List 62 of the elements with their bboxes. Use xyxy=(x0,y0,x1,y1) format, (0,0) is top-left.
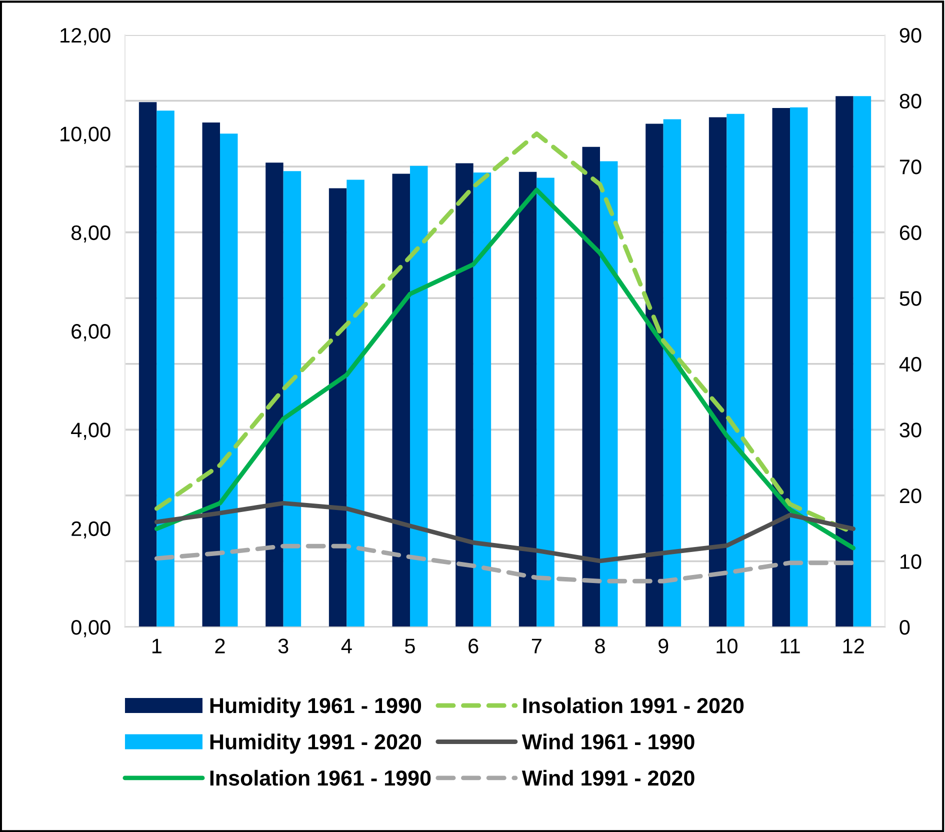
x-tick-label: 1 xyxy=(152,638,162,654)
bar xyxy=(518,172,537,627)
bar xyxy=(220,134,238,627)
bar xyxy=(600,161,618,627)
legend-label: Insolation 1961 - 1990 xyxy=(210,770,431,786)
bar xyxy=(392,174,410,627)
x-tick-label: 3 xyxy=(278,638,288,654)
x-tick-label: 4 xyxy=(341,638,352,654)
bar xyxy=(266,162,284,627)
line-series xyxy=(154,544,856,584)
bar xyxy=(536,178,554,627)
x-tick-label: 9 xyxy=(658,638,668,654)
y2-tick-label: 50 xyxy=(900,291,922,306)
y2-tick-label: 60 xyxy=(900,225,922,240)
bar xyxy=(836,96,854,627)
x-tick-label: 2 xyxy=(215,638,225,654)
bar xyxy=(708,117,727,627)
y2-tick-label: 10 xyxy=(900,554,922,569)
bar xyxy=(283,171,302,627)
y2-tick-label: 80 xyxy=(900,94,922,109)
x-tick-label: 10 xyxy=(716,638,738,654)
y-tick-label: 0,00 xyxy=(71,620,110,638)
line-series xyxy=(154,188,856,550)
x-tick-label: 8 xyxy=(595,638,605,654)
bar xyxy=(663,119,682,627)
y2-tick-label: 20 xyxy=(900,488,922,504)
y-tick-label: 10,00 xyxy=(60,126,110,144)
y-tick-label: 2,00 xyxy=(72,521,110,539)
bar xyxy=(726,114,744,627)
y-tick-label: 8,00 xyxy=(71,225,110,243)
y-tick-label: 4,00 xyxy=(71,422,110,440)
y-tick-label: 6,00 xyxy=(72,324,110,342)
bar xyxy=(410,166,428,627)
bar xyxy=(202,122,220,627)
bar xyxy=(646,124,664,627)
x-tick-label: 7 xyxy=(532,638,542,654)
x-tick-label: 6 xyxy=(468,638,478,654)
bar xyxy=(790,107,808,627)
bar xyxy=(328,188,347,627)
bar xyxy=(772,108,790,627)
bar xyxy=(853,96,872,627)
legend-label: Wind 1961 - 1990 xyxy=(522,734,694,750)
y2-tick-label: 0 xyxy=(900,620,910,635)
legend-label: Humidity 1991 - 2020 xyxy=(210,734,422,754)
line-series xyxy=(154,500,856,564)
bar xyxy=(473,172,492,627)
y2-tick-label: 30 xyxy=(900,422,922,438)
legend-label: Insolation 1991 - 2020 xyxy=(523,697,744,714)
y2-tick-label: 70 xyxy=(900,160,922,174)
bar xyxy=(138,102,157,627)
x-tick-label: 11 xyxy=(780,638,800,654)
x-tick-label: 5 xyxy=(405,638,415,654)
bar xyxy=(156,110,174,627)
bar xyxy=(456,163,474,627)
y-tick-label: 12,00 xyxy=(60,28,110,46)
legend-label: Wind 1991 - 2020 xyxy=(522,770,694,786)
y2-tick-label: 40 xyxy=(899,356,922,372)
bar xyxy=(346,180,364,627)
y2-tick-label: 90 xyxy=(900,28,922,43)
bar xyxy=(582,146,600,627)
x-tick-label: 12 xyxy=(843,638,864,654)
legend-label: Humidity 1961 - 1990 xyxy=(210,697,422,718)
